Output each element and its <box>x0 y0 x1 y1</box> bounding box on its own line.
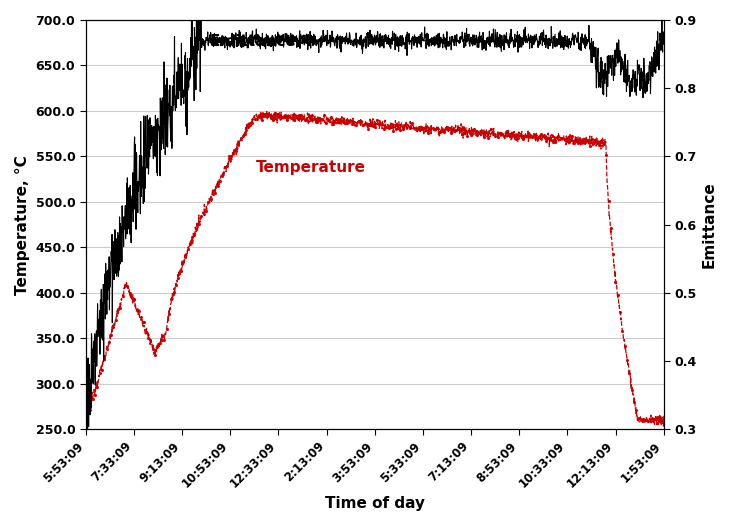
Text: Emittance: Emittance <box>210 34 296 49</box>
Y-axis label: Emittance: Emittance <box>702 181 717 268</box>
X-axis label: Time of day: Time of day <box>325 496 425 511</box>
Text: Temperature: Temperature <box>256 160 366 175</box>
Y-axis label: Temperature, °C: Temperature, °C <box>15 155 30 295</box>
